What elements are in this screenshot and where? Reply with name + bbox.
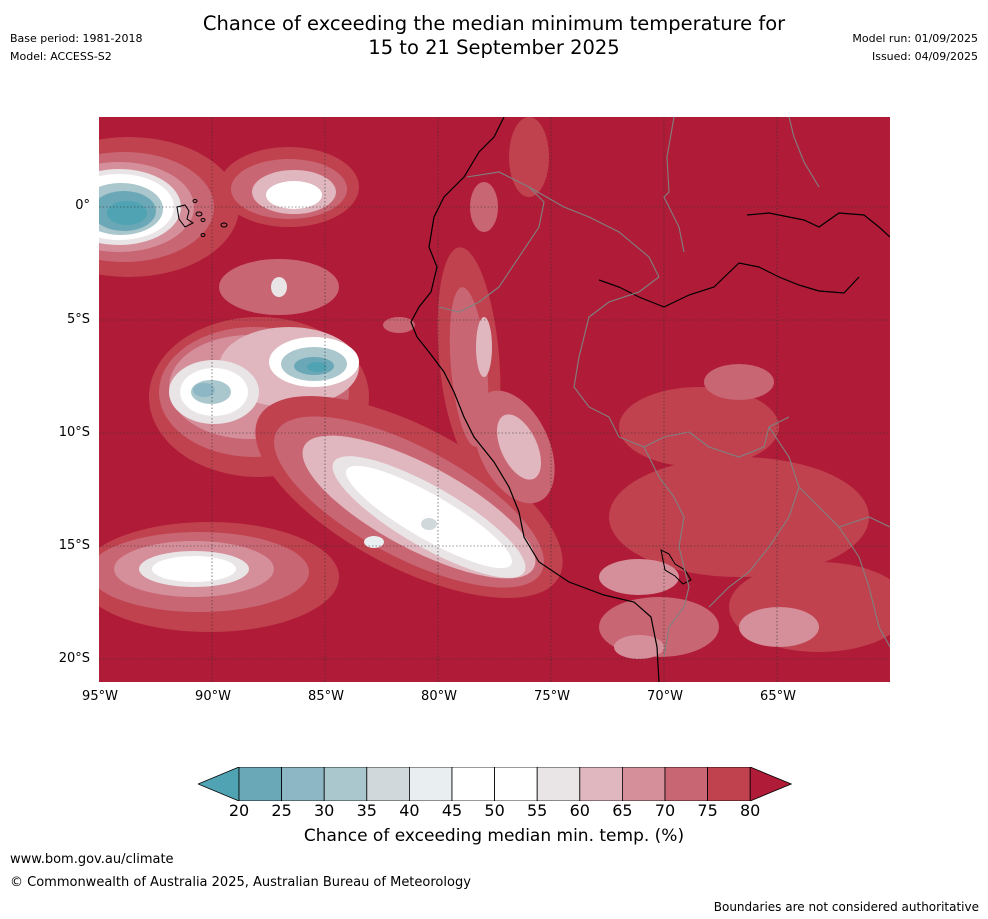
colorbar-segment [281, 766, 325, 802]
colorbar-segment [238, 766, 282, 802]
lon-label-80w: 80°W [421, 689, 457, 704]
lon-label-95w: 95°W [82, 689, 118, 704]
colorbar-tick-label: 35 [356, 801, 377, 820]
lon-label-85w: 85°W [308, 689, 344, 704]
lon-label-70w: 70°W [647, 689, 683, 704]
title-line-2: 15 to 21 September 2025 [368, 36, 620, 59]
colorbar-max-arrow [749, 766, 793, 802]
base-period: Base period: 1981-2018 [10, 32, 143, 45]
colorbar-tick-label: 45 [441, 801, 463, 820]
colorbar-segment [621, 766, 666, 802]
colorbar-segment [707, 766, 751, 802]
colorbar-svg [196, 766, 793, 802]
title-line-1: Chance of exceeding the median minimum t… [202, 12, 786, 35]
probability-map [99, 117, 890, 682]
lake-titicaca [660, 549, 692, 585]
colorbar-tick-label: 70 [654, 801, 676, 820]
colorbar-segment [451, 766, 495, 802]
lat-label-20s: 20°S [58, 651, 90, 666]
lon-label-65w: 65°W [760, 689, 796, 704]
colorbar-tick-label: 50 [484, 801, 505, 820]
colorbar-tick-label: 20 [228, 801, 250, 820]
colorbar-segment [664, 766, 708, 802]
colorbar-segment [323, 766, 368, 802]
shading-diagonal-band [255, 396, 563, 598]
model-name: Model: ACCESS-S2 [10, 50, 112, 63]
disclaimer-text: Boundaries are not considered authoritat… [713, 900, 979, 914]
lat-label-0: 0° [75, 198, 90, 213]
colorbar-tick-label: 75 [697, 801, 718, 820]
colorbar-segment [408, 766, 453, 802]
colorbar-segment [536, 766, 581, 802]
colorbar-segment [366, 766, 410, 802]
country-borders [438, 117, 890, 658]
lon-label-75w: 75°W [534, 689, 570, 704]
galapagos-islands [176, 199, 228, 237]
website-text: www.bom.gov.au/climate [10, 852, 174, 867]
colorbar-min-arrow [196, 766, 240, 802]
model-info: Base period: 1981-2018 Model: ACCESS-S2 [10, 30, 142, 66]
run-info: Model run: 01/09/2025 Issued: 04/09/2025 [852, 30, 978, 66]
colorbar-segment [494, 766, 538, 802]
colorbar-tick-label: 60 [569, 801, 590, 820]
colorbar-segment [579, 766, 623, 802]
lon-label-90w: 90°W [195, 689, 231, 704]
colorbar-tick-label: 55 [527, 801, 548, 820]
lat-label-10s: 10°S [58, 425, 90, 440]
shading-southwest [99, 522, 339, 632]
copyright-text: © Commonwealth of Australia 2025, Austra… [10, 875, 471, 890]
colorbar-tick-label: 30 [314, 801, 335, 820]
colorbar-tick-label: 40 [399, 801, 420, 820]
lat-label-5s: 5°S [66, 312, 90, 327]
map-svg [99, 117, 890, 682]
colorbar-label: Chance of exceeding median min. temp. (%… [303, 826, 685, 846]
coastline [410, 117, 660, 682]
shading-coastal [219, 117, 679, 595]
graticule [99, 117, 890, 682]
model-run: Model run: 01/09/2025 [852, 32, 978, 45]
shading-eastern [599, 364, 890, 659]
colorbar-tick-label: 80 [740, 801, 761, 820]
colorbar [196, 766, 793, 802]
colorbar-tick-label: 25 [271, 801, 292, 820]
amazon-river [598, 212, 890, 308]
lat-label-15s: 15°S [58, 538, 90, 553]
chart-title: Chance of exceeding the median minimum t… [0, 12, 988, 60]
issued-date: Issued: 04/09/2025 [871, 50, 978, 63]
colorbar-tick-label: 65 [612, 801, 633, 820]
